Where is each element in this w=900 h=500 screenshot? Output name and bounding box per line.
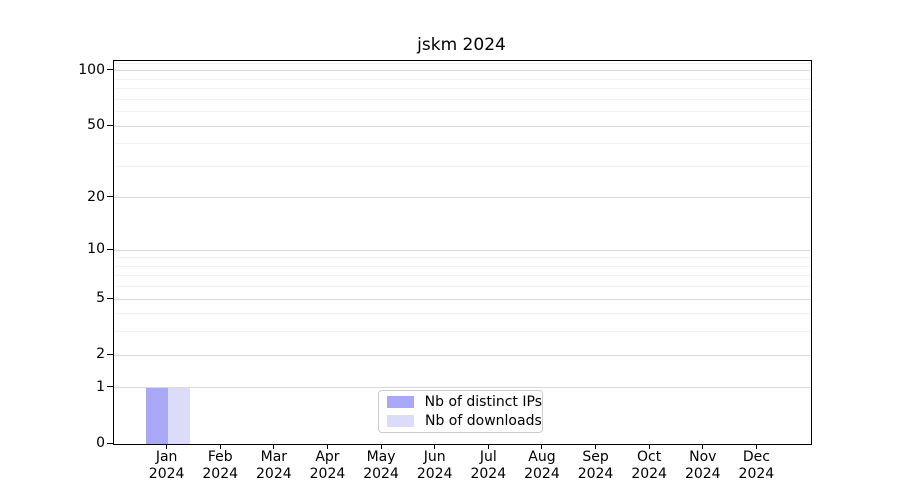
x-tick-label: Apr 2024 <box>309 449 346 482</box>
bar-nb-of-distinct-ips-jan-2024 <box>145 387 168 444</box>
legend-item-downloads: Nb of downloads <box>379 413 542 429</box>
y-gridline <box>114 298 811 300</box>
legend-label-downloads: Nb of downloads <box>425 413 542 429</box>
legend-swatch-downloads <box>387 415 414 427</box>
y-tick-label: 20 <box>87 188 105 205</box>
y-tick-label: 100 <box>78 61 105 78</box>
x-tick <box>166 444 168 449</box>
y-tick-label: 10 <box>87 241 105 258</box>
y-gridline-minor <box>114 62 811 64</box>
x-tick-label: Oct 2024 <box>631 449 667 482</box>
y-tick <box>107 69 113 71</box>
y-gridline-minor <box>114 275 811 277</box>
y-tick-label: 1 <box>96 378 105 395</box>
x-tick-label: Jan 2024 <box>148 449 185 482</box>
y-tick <box>107 353 113 355</box>
y-gridline <box>114 70 811 72</box>
y-gridline <box>114 125 811 127</box>
x-tick <box>326 444 328 449</box>
chart-title: jskm 2024 <box>417 35 506 55</box>
x-tick <box>219 444 221 449</box>
y-tick-label: 5 <box>96 290 105 307</box>
x-tick <box>434 444 436 449</box>
y-tick <box>107 442 113 444</box>
x-tick <box>755 444 757 449</box>
legend-item-distinct-ips: Nb of distinct IPs <box>379 394 542 410</box>
y-tick-label: 0 <box>96 435 105 451</box>
x-tick <box>380 444 382 449</box>
legend-label-distinct-ips: Nb of distinct IPs <box>424 394 542 410</box>
y-tick <box>107 124 113 126</box>
x-tick <box>595 444 597 449</box>
x-tick-label: Feb 2024 <box>202 449 239 482</box>
x-tick <box>541 444 543 449</box>
x-tick-label: Sep 2024 <box>577 449 614 482</box>
x-tick-label: Mar 2024 <box>256 449 292 482</box>
x-tick <box>648 444 650 449</box>
x-tick <box>273 444 275 449</box>
y-gridline-minor <box>114 143 811 145</box>
legend-swatch-distinct-ips <box>387 396 414 408</box>
y-gridline-minor <box>114 286 811 288</box>
y-gridline-minor <box>114 111 811 113</box>
x-tick-label: May 2024 <box>363 449 399 482</box>
y-gridline-minor <box>114 265 811 267</box>
y-gridline-minor <box>114 331 811 333</box>
y-gridline-minor <box>114 165 811 167</box>
y-gridline <box>114 354 811 356</box>
y-tick-label: 2 <box>96 346 105 363</box>
x-tick <box>487 444 489 449</box>
y-tick <box>107 248 113 250</box>
y-gridline <box>114 387 811 389</box>
x-tick-label: Aug 2024 <box>524 449 560 482</box>
x-tick-label: Nov 2024 <box>684 449 721 482</box>
y-tick <box>107 196 113 198</box>
x-tick-label: Jul 2024 <box>470 449 507 482</box>
y-gridline-minor <box>114 88 811 90</box>
plot-area <box>113 60 812 445</box>
y-gridline-minor <box>114 257 811 259</box>
x-tick-label: Jun 2024 <box>416 449 453 482</box>
y-gridline <box>114 249 811 251</box>
y-gridline-minor <box>114 78 811 80</box>
bar-nb-of-downloads-jan-2024 <box>167 387 190 444</box>
y-tick <box>107 297 113 299</box>
x-tick-label: Dec 2024 <box>738 449 775 482</box>
y-tick <box>107 386 113 388</box>
x-tick <box>702 444 704 449</box>
y-tick-label: 50 <box>87 117 105 134</box>
y-gridline-minor <box>114 98 811 100</box>
legend: Nb of distinct IPs Nb of downloads <box>378 390 543 433</box>
y-gridline-minor <box>114 313 811 315</box>
y-gridline <box>114 197 811 199</box>
